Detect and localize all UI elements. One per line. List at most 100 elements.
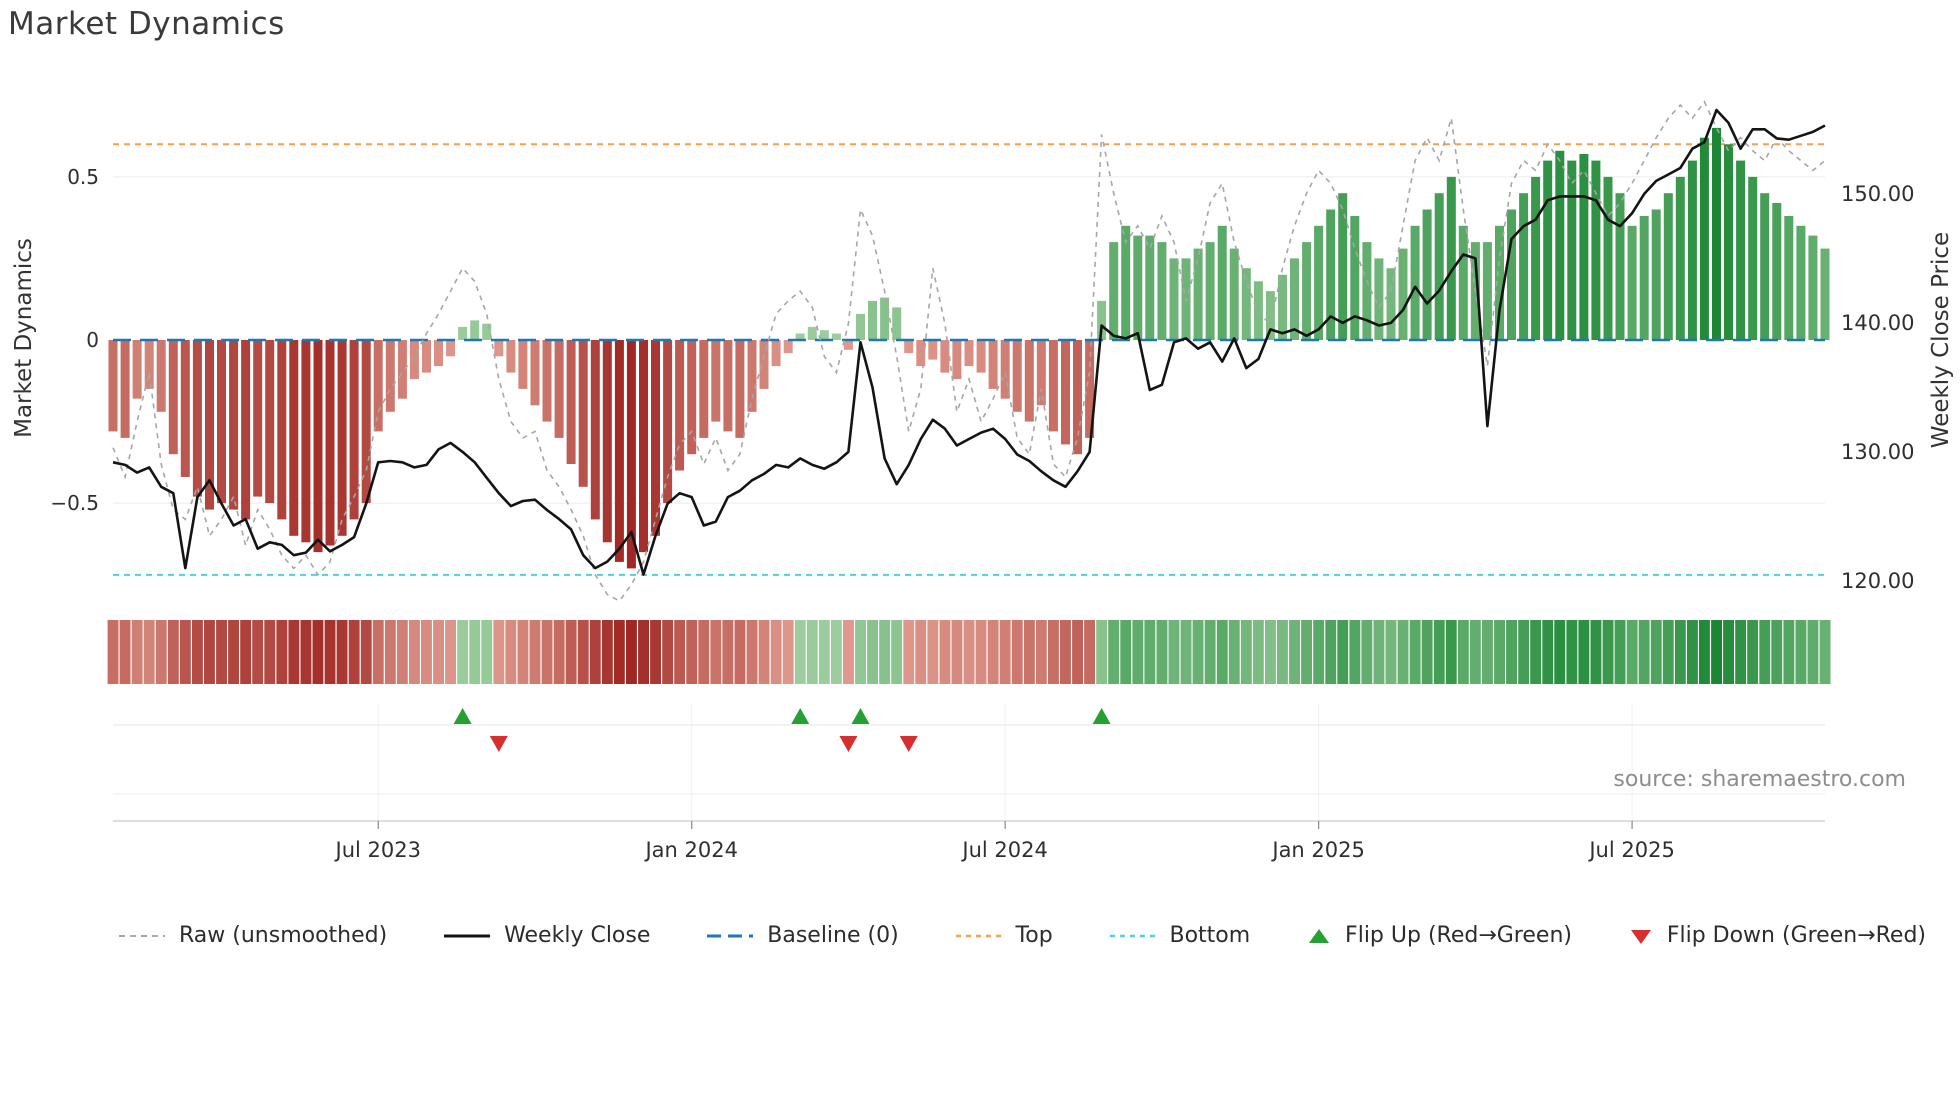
market-dynamics-chart: 0.5 0 −0.5 150.00 140.00 130.00 120.00 Jul 2023… (50, 100, 1914, 862)
left-axis-ticks: 0.5 0 −0.5 (50, 165, 99, 515)
oscillator-bar (168, 340, 178, 455)
heatmap-cell (698, 620, 710, 684)
oscillator-bar (819, 330, 829, 340)
heatmap-cell (1023, 620, 1035, 684)
oscillator-bar (639, 340, 648, 553)
oscillator-bar (747, 340, 757, 412)
oscillator-bar (180, 340, 190, 477)
heatmap-cell (1240, 620, 1252, 684)
flip-marker-subplot (113, 704, 1825, 822)
oscillator-bar (988, 340, 998, 389)
oscillator-bar (1302, 242, 1312, 340)
heatmap-cell (240, 620, 252, 684)
oscillator-bar (1543, 160, 1553, 340)
heatmap-cell (987, 620, 999, 684)
oscillator-bar (1422, 209, 1432, 340)
heatmap-cell (228, 620, 239, 684)
heatmap-cell (1626, 620, 1638, 684)
oscillator-bar (1627, 225, 1637, 340)
svg-text:0.5: 0.5 (67, 165, 99, 189)
heatmap-cell (155, 620, 167, 684)
oscillator-bar (277, 340, 287, 520)
oscillator-bar (1555, 150, 1565, 340)
oscillator-bar (373, 340, 383, 432)
main-gridlines (113, 176, 1825, 504)
flip-up-triangle-icon (1309, 928, 1330, 943)
oscillator-bar (940, 340, 950, 373)
heatmap-cell (1687, 620, 1698, 684)
legend-label: Flip Down (Green→Red) (1666, 923, 1926, 948)
oscillator-bar (156, 340, 166, 412)
oscillator-bar (614, 340, 624, 562)
heatmap-cell (565, 620, 577, 684)
svg-text:Jan 2024: Jan 2024 (643, 838, 738, 862)
oscillator-bar (868, 300, 877, 340)
oscillator-bar (1217, 225, 1227, 340)
heatmap-cell (1072, 620, 1083, 684)
heatmap-cell (1566, 620, 1578, 684)
oscillator-bar (1338, 193, 1348, 340)
heatmap-cell (1011, 620, 1023, 684)
heatmap-cell (421, 620, 432, 684)
heatmap-cell (324, 620, 336, 684)
heatmap-cell (879, 620, 891, 684)
heatmap-cell (601, 620, 613, 684)
oscillator-bar (759, 340, 769, 389)
oscillator-bar (795, 333, 805, 340)
oscillator-bar (1278, 274, 1287, 341)
oscillator-bar (458, 326, 468, 340)
heatmap-cell (1506, 620, 1517, 684)
oscillator-bar (397, 340, 407, 399)
legend-item-flip-down: Flip Down (Green→Red) (1628, 923, 1926, 948)
heatmap-cell (1048, 620, 1059, 684)
oscillator-bars (108, 127, 1830, 569)
heatmap-cell (1289, 620, 1300, 684)
svg-text:120.00: 120.00 (1841, 569, 1914, 593)
oscillator-bar (217, 340, 226, 504)
oscillator-bar (590, 340, 600, 520)
heatmap-cell (1132, 620, 1144, 684)
legend-item-weekly-close: Weekly Close (443, 923, 650, 948)
oscillator-bar (1193, 248, 1203, 340)
oscillator-bar (361, 340, 371, 504)
heatmap-cell (915, 620, 927, 684)
oscillator-bar (1724, 144, 1733, 340)
heatmap-cell (252, 620, 264, 684)
heatmap-cell (384, 620, 396, 684)
heatmap-cell (276, 620, 288, 684)
top-line-sample-icon (955, 934, 1002, 937)
heatmap-cell (1277, 620, 1288, 684)
oscillator-bar (1386, 268, 1396, 340)
oscillator-bar (1350, 216, 1360, 340)
oscillator-bar (952, 340, 962, 380)
oscillator-bar (1482, 242, 1492, 340)
flip-up-marker (1092, 708, 1111, 724)
heatmap-cell (372, 620, 384, 684)
heatmap-cell (1590, 620, 1602, 684)
heatmap-cell (794, 620, 806, 684)
heatmap-cell (831, 620, 842, 684)
heatmap-cell (1445, 620, 1457, 684)
oscillator-bar (301, 340, 311, 543)
oscillator-bar (325, 340, 335, 546)
oscillator-bar (446, 340, 456, 357)
oscillator-bar (1024, 340, 1034, 422)
heatmap-cell (686, 620, 698, 684)
heatmap-cell (722, 620, 734, 684)
oscillator-bar (1229, 248, 1239, 340)
heatmap-cell (179, 620, 191, 684)
oscillator-bar (1061, 340, 1070, 445)
oscillator-bar (132, 340, 142, 399)
heatmap-cell (1530, 620, 1542, 684)
heatmap-cell (1325, 620, 1337, 684)
oscillator-bar (1290, 258, 1299, 340)
heatmap-cell (1252, 620, 1264, 684)
oscillator-bar (409, 340, 419, 380)
heatmap-cell (143, 620, 155, 684)
heatmap-cell (650, 620, 661, 684)
heatmap-cell (481, 620, 493, 684)
oscillator-bar (1434, 193, 1444, 340)
oscillator-bar (1012, 340, 1022, 412)
legend-label: Flip Up (Red→Green) (1345, 923, 1572, 948)
oscillator-bar (192, 340, 202, 497)
